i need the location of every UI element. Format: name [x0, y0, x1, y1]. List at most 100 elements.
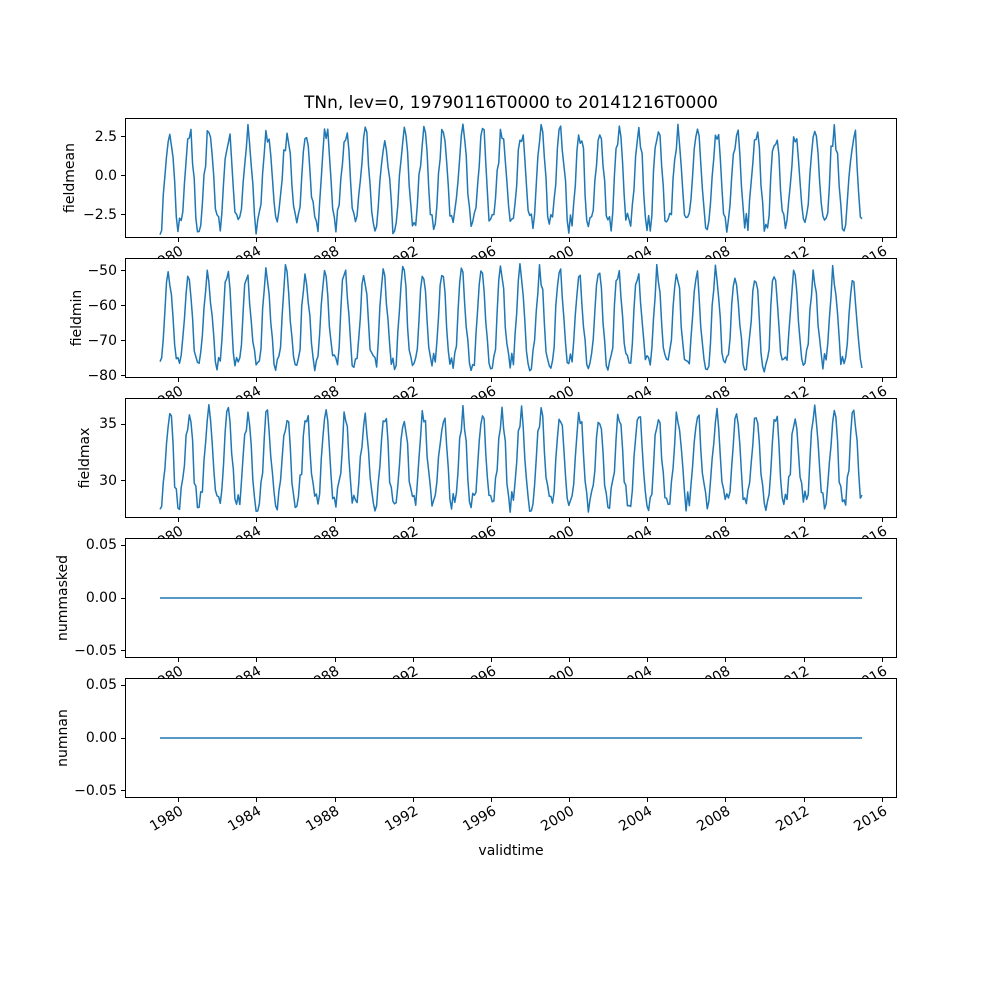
x-tick-mark	[412, 798, 414, 802]
x-tick-mark	[647, 658, 649, 662]
x-tick-mark	[647, 798, 649, 802]
x-tick-mark	[334, 518, 336, 522]
x-tick-mark	[569, 658, 571, 662]
x-tick-mark	[256, 378, 258, 382]
y-tick-label: −50	[87, 262, 117, 279]
y-tick-label: −0.05	[74, 642, 117, 659]
line-plot-fieldmean	[159, 123, 863, 235]
x-tick-mark	[490, 518, 492, 522]
y-tick-mark	[121, 175, 125, 177]
y-tick-label: −0.05	[74, 782, 117, 799]
x-tick-label: 2008	[694, 803, 734, 835]
x-tick-mark	[412, 238, 414, 242]
x-tick-mark	[803, 238, 805, 242]
y-tick-mark	[121, 544, 125, 546]
line-plot-nummasked	[160, 597, 862, 599]
x-tick-label: 2016	[850, 803, 890, 835]
x-tick-mark	[803, 518, 805, 522]
y-axis-label-nummasked: nummasked	[55, 554, 71, 642]
x-tick-mark	[256, 518, 258, 522]
x-tick-mark	[256, 238, 258, 242]
x-tick-mark	[647, 238, 649, 242]
x-axis-label: validtime	[478, 843, 544, 859]
x-tick-mark	[725, 378, 727, 382]
x-tick-mark	[256, 798, 258, 802]
y-axis-label-fieldmin: fieldmin	[69, 289, 86, 347]
x-tick-mark	[490, 658, 492, 662]
y-tick-label: 0.05	[85, 677, 117, 694]
x-tick-mark	[881, 518, 883, 522]
x-tick-mark	[881, 378, 883, 382]
y-tick-label: −80	[87, 367, 117, 384]
y-tick-label: −70	[87, 332, 117, 349]
series-line-fieldmean	[159, 123, 863, 235]
y-tick-label: 0.00	[85, 730, 117, 746]
y-tick-label: 2.5	[94, 128, 117, 145]
y-tick-label: 0.00	[85, 590, 117, 606]
x-tick-mark	[412, 378, 414, 382]
y-tick-label: −60	[87, 297, 117, 314]
x-tick-label: 2000	[538, 803, 578, 835]
x-tick-label: 1996	[460, 803, 499, 835]
line-plot-fieldmax	[159, 404, 863, 513]
subplot-numnan: 0.05 0.00 −0.05 1980 1984 1988 1992 1996 2000 20…	[55, 678, 897, 835]
x-tick-label: 1984	[225, 803, 265, 835]
x-tick-label: 2012	[772, 803, 812, 835]
series-line-fieldmin	[159, 263, 863, 373]
subplot-fieldmean: 2.50.0−2.5 19801984198819921996200020042…	[62, 118, 897, 275]
x-tick-mark	[803, 378, 805, 382]
x-tick-mark	[490, 798, 492, 802]
y-tick-mark	[121, 375, 125, 377]
y-tick-mark	[121, 737, 125, 739]
x-tick-mark	[569, 798, 571, 802]
x-tick-mark	[178, 518, 180, 522]
y-tick-mark	[121, 650, 125, 652]
x-tick-mark	[334, 658, 336, 662]
x-tick-mark	[881, 798, 883, 802]
x-tick-mark	[256, 658, 258, 662]
x-tick-mark	[334, 378, 336, 382]
y-tick-mark	[121, 214, 125, 216]
y-tick-mark	[121, 597, 125, 599]
x-tick-mark	[490, 238, 492, 242]
x-tick-mark	[178, 658, 180, 662]
x-tick-mark	[569, 518, 571, 522]
subplot-fieldmin: −50−60−70−80 198019841988199219962000200…	[69, 258, 897, 415]
x-tick-mark	[412, 518, 414, 522]
series-line-fieldmax	[159, 404, 863, 513]
y-tick-mark	[121, 480, 125, 482]
x-tick-mark	[725, 518, 727, 522]
y-tick-label: 0.05	[85, 537, 117, 554]
y-axis-label-fieldmax: fieldmax	[76, 427, 93, 489]
x-tick-mark	[725, 798, 727, 802]
x-tick-label: 1980	[147, 803, 187, 835]
y-tick-mark	[121, 340, 125, 342]
y-tick-mark	[121, 790, 125, 792]
x-tick-mark	[334, 798, 336, 802]
x-tick-mark	[725, 658, 727, 662]
x-tick-mark	[569, 238, 571, 242]
x-tick-mark	[647, 378, 649, 382]
line-plot-numnan	[160, 737, 862, 739]
y-tick-mark	[121, 270, 125, 272]
y-tick-mark	[121, 136, 125, 138]
y-axis-label-numnan: numnan	[55, 709, 71, 767]
subplot-nummasked: 0.050.00−0.05 19801984198819921996200020…	[55, 538, 897, 695]
y-tick-mark	[121, 423, 125, 425]
figure-title: TNn, lev=0, 19790116T0000 to 20141216T00…	[303, 93, 719, 113]
y-tick-label: 30	[99, 472, 117, 489]
y-axis-label-fieldmean: fieldmean	[62, 143, 79, 213]
x-tick-mark	[881, 658, 883, 662]
y-tick-label: −2.5	[83, 206, 117, 223]
x-tick-mark	[490, 378, 492, 382]
y-tick-label: 0.0	[94, 167, 117, 184]
x-tick-mark	[725, 238, 727, 242]
x-tick-mark	[569, 378, 571, 382]
x-tick-mark	[178, 798, 180, 802]
line-plot-fieldmin	[159, 263, 863, 373]
x-tick-mark	[334, 238, 336, 242]
x-tick-mark	[647, 518, 649, 522]
x-tick-label: 1988	[303, 803, 343, 835]
x-tick-mark	[178, 378, 180, 382]
